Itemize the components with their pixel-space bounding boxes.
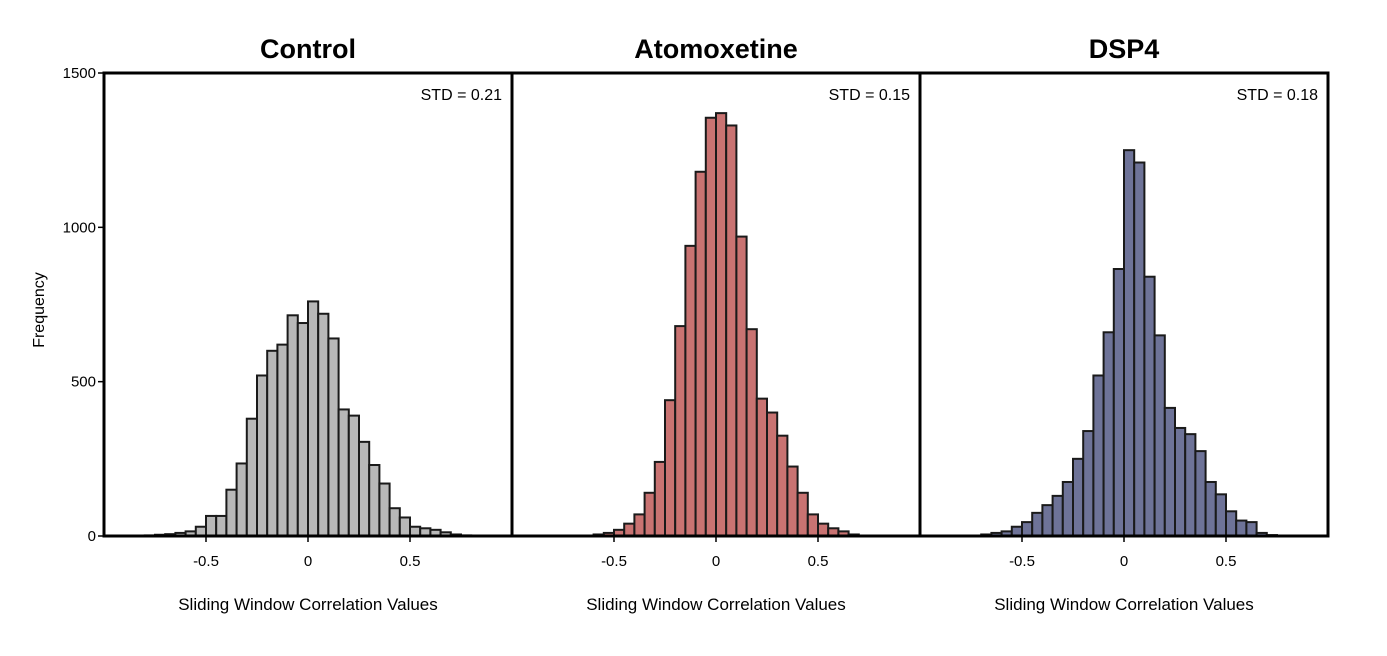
control-bar: [358, 440, 371, 537]
atomoxetine-x-axis-label: Sliding Window Correlation Values: [586, 595, 846, 614]
dsp4-bar: [1153, 334, 1166, 537]
atomoxetine-bar: [633, 513, 646, 537]
atomoxetine-bar: [817, 522, 830, 537]
dsp4-bar: [1123, 149, 1136, 538]
atomoxetine-bar: [806, 513, 819, 537]
y-tick-label: 0: [88, 528, 96, 545]
atomoxetine-bar: [755, 397, 768, 538]
dsp4-bar: [1225, 510, 1238, 538]
dsp4-bar: [1082, 430, 1095, 538]
atomoxetine-bar: [776, 434, 789, 537]
atomoxetine-bars: [592, 112, 860, 538]
x-tick-label: -0.5: [193, 553, 219, 570]
y-axis: 0 500 1000 1500: [63, 65, 104, 545]
x-tick-label: 0: [712, 553, 720, 570]
control-bar: [256, 374, 269, 538]
atomoxetine-std-annotation: STD = 0.15: [829, 87, 910, 104]
dsp4-x-ticks: -0.5 0 0.5: [1009, 536, 1236, 570]
atomoxetine-bar: [664, 399, 677, 538]
x-tick-label: 0: [1120, 553, 1128, 570]
control-bar: [276, 343, 289, 538]
atomoxetine-bar: [735, 235, 748, 538]
control-title: Control: [260, 34, 356, 64]
dsp4-bar: [1072, 457, 1085, 538]
control-bar: [286, 314, 299, 538]
control-bar: [225, 488, 238, 538]
control-bar: [205, 514, 218, 537]
dsp4-bar: [1021, 521, 1034, 537]
control-bar: [215, 514, 228, 537]
atomoxetine-bar: [704, 116, 717, 538]
panel-control: Control STD = 0.21 Sliding Window Correl…: [102, 34, 514, 614]
x-tick-label: 0: [304, 553, 312, 570]
dsp4-bar: [1061, 480, 1075, 538]
control-bar: [388, 507, 401, 538]
dsp4-bar: [1092, 374, 1105, 538]
dsp4-title: DSP4: [1089, 34, 1160, 64]
control-x-axis-label: Sliding Window Correlation Values: [178, 595, 438, 614]
dsp4-bar: [1031, 511, 1044, 537]
atomoxetine-bar: [715, 112, 728, 537]
atomoxetine-title: Atomoxetine: [634, 34, 798, 64]
dsp4-std-annotation: STD = 0.18: [1237, 87, 1318, 104]
dsp4-bar: [1133, 161, 1146, 537]
control-bar: [337, 408, 350, 537]
panel-dsp4: DSP4 STD = 0.18 Sliding Window Correlati…: [918, 34, 1330, 614]
dsp4-bar: [1163, 406, 1177, 537]
y-tick-label: 1500: [63, 65, 96, 82]
control-bar: [266, 349, 279, 537]
dsp4-bar: [1041, 504, 1054, 537]
control-bar: [327, 337, 340, 537]
dsp4-bar: [1194, 450, 1207, 537]
dsp4-bars: [980, 149, 1279, 538]
dsp4-bar: [1204, 480, 1217, 538]
control-bars: [143, 300, 473, 538]
dsp4-bar: [1102, 331, 1115, 537]
dsp4-bar: [1174, 426, 1187, 538]
dsp4-bar: [1112, 268, 1126, 537]
x-tick-label: 0.5: [808, 553, 829, 570]
atomoxetine-bar: [725, 124, 738, 538]
panel-atomoxetine: Atomoxetine STD = 0.15 Sliding Window Co…: [510, 34, 922, 614]
dsp4-bar: [1184, 433, 1197, 538]
control-bar: [347, 414, 360, 537]
atomoxetine-bar: [684, 244, 697, 537]
y-axis-label: Frequency: [31, 272, 48, 348]
atomoxetine-bar: [623, 522, 636, 537]
atomoxetine-bar: [653, 460, 666, 538]
x-tick-label: -0.5: [601, 553, 627, 570]
control-bar: [235, 462, 248, 538]
atomoxetine-bar: [745, 328, 758, 537]
y-tick-label: 500: [71, 374, 96, 391]
control-bar: [368, 464, 381, 537]
atomoxetine-bar: [694, 170, 707, 537]
dsp4-bar: [1235, 519, 1248, 537]
control-bar: [245, 417, 259, 537]
atomoxetine-bar: [786, 465, 799, 537]
dsp4-bar: [1214, 493, 1228, 537]
atomoxetine-bar: [643, 491, 656, 537]
control-bar: [307, 300, 320, 537]
dsp4-bar: [1245, 521, 1258, 537]
control-bar: [317, 312, 330, 538]
atomoxetine-bar: [766, 411, 779, 537]
dsp4-bar: [1143, 275, 1156, 537]
atomoxetine-x-ticks: -0.5 0 0.5: [601, 536, 828, 570]
control-std-annotation: STD = 0.21: [421, 87, 502, 104]
atomoxetine-bar: [796, 491, 809, 537]
dsp4-bar: [1051, 494, 1064, 537]
control-x-ticks: -0.5 0 0.5: [193, 536, 420, 570]
y-tick-label: 1000: [63, 219, 96, 236]
x-tick-label: 0.5: [1216, 553, 1237, 570]
atomoxetine-bar: [674, 325, 687, 537]
control-bar: [378, 482, 391, 538]
dsp4-x-axis-label: Sliding Window Correlation Values: [994, 595, 1254, 614]
x-tick-label: 0.5: [400, 553, 421, 570]
x-tick-label: -0.5: [1009, 553, 1035, 570]
control-bar: [398, 516, 411, 537]
control-bar: [296, 322, 309, 537]
